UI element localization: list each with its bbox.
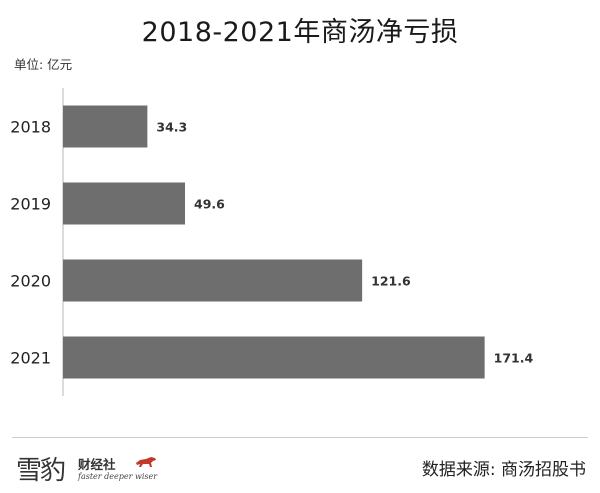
value-label-2019: 49.6 bbox=[194, 197, 225, 212]
value-label-2021: 171.4 bbox=[494, 351, 534, 366]
y-tick-label-2021: 2021 bbox=[10, 349, 51, 368]
brand-logo: 雪豹 财经社 faster deeper wiser bbox=[16, 452, 176, 488]
y-tick-label-2018: 2018 bbox=[10, 118, 51, 137]
chart-title: 2018-2021年商汤净亏损 bbox=[141, 17, 459, 48]
leopard-icon bbox=[136, 457, 156, 467]
value-label-2020: 121.6 bbox=[371, 274, 411, 289]
bar-2018 bbox=[63, 105, 148, 148]
data-source: 数据来源: 商汤招股书 bbox=[421, 460, 586, 480]
logo-name: 财经社 bbox=[78, 457, 116, 472]
bar-2021 bbox=[63, 336, 485, 379]
bar-2019 bbox=[63, 182, 186, 225]
y-tick-label-2019: 2019 bbox=[10, 195, 51, 214]
logo-slogan: faster deeper wiser bbox=[78, 472, 158, 481]
bar-chart: 2018 34.3 2019 49.6 2020 121.6 2021 171.4 bbox=[10, 88, 534, 396]
bar-2020 bbox=[63, 259, 363, 302]
logo-mark: 雪豹 bbox=[16, 456, 66, 486]
value-label-2018: 34.3 bbox=[156, 120, 187, 135]
y-tick-label-2020: 2020 bbox=[10, 272, 51, 291]
unit-label: 单位: 亿元 bbox=[14, 57, 73, 72]
footer-divider bbox=[12, 437, 588, 438]
